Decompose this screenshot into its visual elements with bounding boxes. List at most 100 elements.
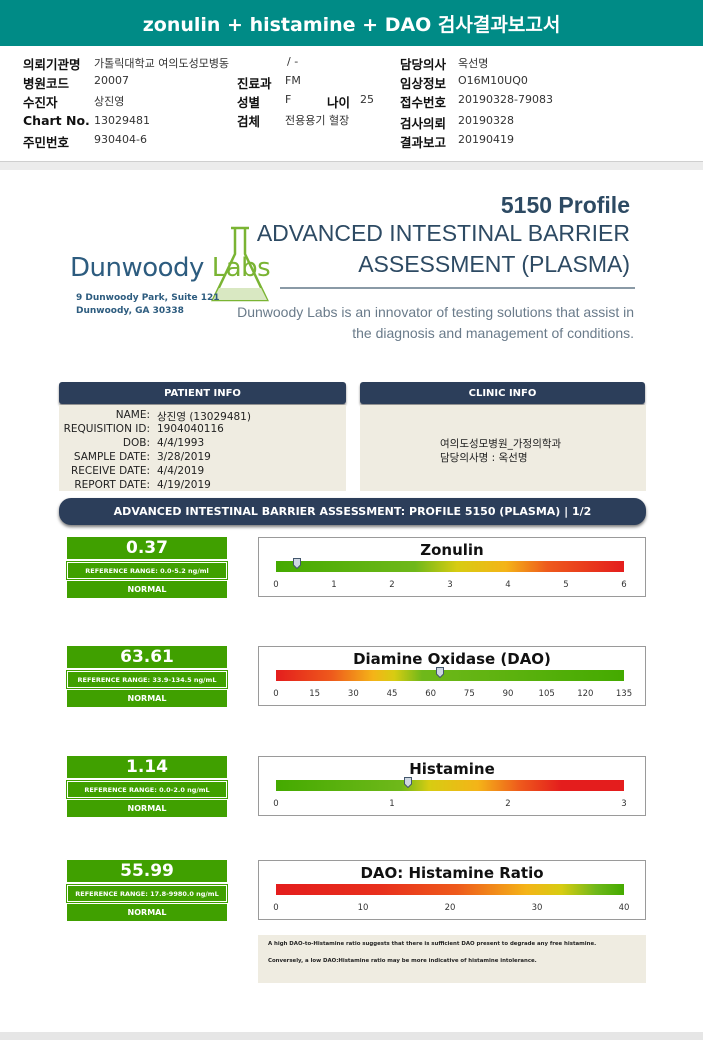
header-label: 담당의사	[400, 57, 447, 72]
clinic-name: 여의도성모병원_가정의학과	[440, 438, 562, 450]
logo-labs: Labs	[211, 253, 271, 283]
patient-info-label: NAME:	[115, 409, 150, 421]
header-label: 주민번호	[23, 135, 70, 150]
reference-range: REFERENCE RANGE: 33.9-134.5 ng/mL	[66, 670, 228, 689]
section-band-label: ADVANCED INTESTINAL BARRIER ASSESSMENT: …	[113, 505, 592, 518]
gauge-tick-label: 3	[621, 799, 627, 809]
gauge-tick-label: 0	[273, 580, 279, 590]
patient-info-label: REPORT DATE:	[74, 479, 150, 491]
note-line1: A high DAO-to-Histamine ratio suggests t…	[268, 941, 597, 947]
value-marker-icon	[404, 777, 413, 788]
value-marker-icon	[435, 667, 444, 678]
report-title: zonulin + histamine + DAO 검사결과보고서	[142, 13, 561, 36]
header-label: 진료과	[237, 76, 272, 91]
header-label: 검체	[237, 114, 261, 129]
header-label: 검사의뢰	[400, 116, 447, 131]
gauge-bar	[276, 780, 624, 791]
header-label: Chart No.	[23, 113, 90, 128]
order-header: 의뢰기관명 가톨릭대학교 여의도성모병동 병원코드 20007 수진자 상진영 Chart …	[0, 46, 703, 162]
reference-range: REFERENCE RANGE: 0.0-5.2 ng/ml	[66, 561, 228, 580]
reference-range: REFERENCE RANGE: 0.0-2.0 ng/mL	[66, 780, 228, 799]
gauge-tick-label: 10	[357, 903, 369, 913]
report-title-bar: zonulin + histamine + DAO 검사결과보고서	[0, 0, 703, 46]
header-label: 나이	[327, 95, 351, 110]
gauge-tick-label: 5	[563, 580, 569, 590]
gauge-tick-label: 4	[505, 580, 511, 590]
patient-info-label: DOB:	[122, 437, 150, 449]
gauge-tick-label: 30	[347, 689, 359, 699]
header-value: 20190328-79083	[458, 93, 553, 106]
patient-info-label: SAMPLE DATE:	[73, 451, 150, 463]
gauge-title: Histamine	[409, 760, 495, 778]
ratio-note: A high DAO-to-Histamine ratio suggests t…	[258, 935, 646, 983]
gauge-tick-label: 3	[447, 580, 453, 590]
gauge-tick-label: 90	[502, 689, 514, 699]
gauge-bar	[276, 670, 624, 681]
header-value: 옥선명	[458, 57, 489, 70]
header-value: 930404-6	[94, 133, 147, 146]
gauge-tick-label: 15	[309, 689, 321, 699]
lab-tagline: Dunwoody Labs is an innovator of testing…	[237, 302, 634, 344]
gauge-tick-label: 2	[505, 799, 511, 809]
header-value: 20190328	[458, 114, 514, 127]
patient-info-value: 상진영 (13029481)	[157, 411, 251, 423]
flask-icon	[211, 226, 269, 302]
patient-info-heading: PATIENT INFO	[59, 382, 346, 404]
header-value: F	[285, 93, 292, 106]
header-value: 20007	[94, 74, 129, 87]
header-label: 접수번호	[400, 95, 447, 110]
clinic-info-box: 여의도성모병원_가정의학과 담당의사명 : 옥선명	[360, 405, 646, 491]
header-label: 성별	[237, 95, 261, 110]
header-value: FM	[285, 74, 301, 87]
result-value: 63.61	[67, 646, 227, 668]
range-gauge: DAO: Histamine Ratio 0 10 20 30 40	[258, 860, 646, 920]
gauge-title: Diamine Oxidase (DAO)	[353, 650, 551, 668]
header-value: 가톨릭대학교 여의도성모병동	[94, 57, 230, 70]
gauge-tick-label: 60	[425, 689, 437, 699]
profile-number: 5150 Profile	[500, 192, 630, 218]
header-label: 의뢰기관명	[23, 57, 81, 72]
patient-info-value: 4/4/2019	[157, 465, 205, 477]
patient-info-label: RECEIVE DATE:	[70, 465, 150, 477]
lab-address-line2: Dunwoody, GA 30338	[76, 306, 184, 316]
value-marker-icon	[293, 558, 302, 569]
test-name-line1: ADVANCED INTESTINAL BARRIER	[256, 220, 630, 246]
range-gauge: Zonulin 0 1 2 3 4 5 6	[258, 537, 646, 597]
gauge-title: Zonulin	[420, 541, 484, 559]
lab-report-page: Dunwoody Labs 9 Dunwoody Park, Suite 121…	[0, 170, 703, 1032]
header-value: / -	[287, 55, 299, 68]
page-footer	[0, 1032, 703, 1040]
patient-info-value: 4/19/2019	[157, 479, 211, 491]
gauge-tick-label: 1	[389, 799, 395, 809]
gauge-tick-label: 0	[273, 903, 279, 913]
lab-logo: Dunwoody Labs	[70, 253, 271, 283]
gauge-tick-label: 30	[531, 903, 543, 913]
patient-info-label: REQUISITION ID:	[63, 423, 150, 435]
gauge-tick-label: 135	[615, 689, 633, 699]
gauge-bar	[276, 884, 624, 895]
logo-name: Dunwoody	[70, 253, 212, 283]
gauge-tick-label: 40	[618, 903, 630, 913]
result-status: NORMAL	[67, 581, 227, 598]
header-label: 병원코드	[23, 76, 70, 91]
reference-range: REFERENCE RANGE: 17.8-9980.0 ng/mL	[66, 884, 228, 903]
result-status: NORMAL	[67, 904, 227, 921]
result-status: NORMAL	[67, 800, 227, 817]
divider	[280, 287, 635, 289]
gauge-tick-label: 75	[463, 689, 475, 699]
header-label: 수진자	[23, 95, 58, 110]
gauge-tick-label: 0	[273, 799, 279, 809]
header-value: O16M10UQ0	[458, 74, 528, 87]
gauge-tick-label: 2	[389, 580, 395, 590]
gauge-bar	[276, 561, 624, 572]
gauge-tick-label: 6	[621, 580, 627, 590]
result-value: 1.14	[67, 756, 227, 778]
gauge-tick-label: 0	[273, 689, 279, 699]
header-value: 13029481	[94, 114, 150, 127]
result-value: 55.99	[67, 860, 227, 882]
clinic-info-heading: CLINIC INFO	[360, 382, 645, 404]
header-value: 20190419	[458, 133, 514, 146]
lab-address-line1: 9 Dunwoody Park, Suite 121	[76, 293, 220, 303]
header-label: 결과보고	[400, 135, 447, 150]
gauge-title: DAO: Histamine Ratio	[360, 864, 544, 882]
